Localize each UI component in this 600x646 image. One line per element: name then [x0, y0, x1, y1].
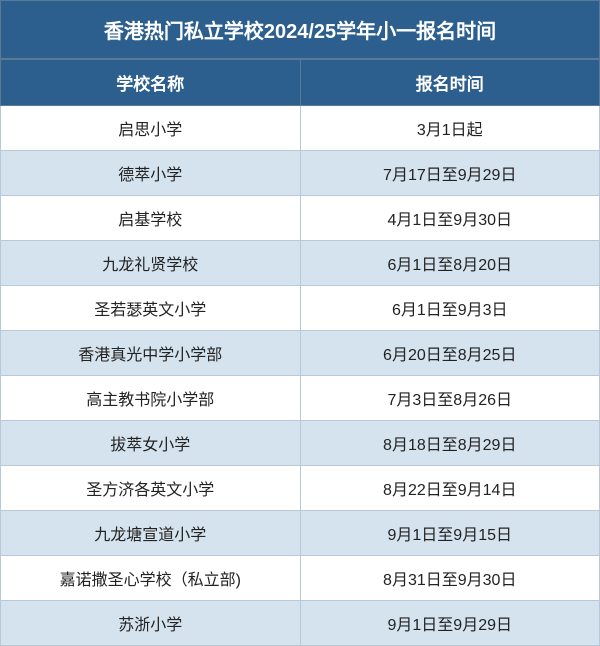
schedule-table: 学校名称 报名时间 启思小学 3月1日起 德萃小学 7月17日至9月29日 启基…	[0, 59, 600, 646]
table-row: 高主教书院小学部 7月3日至8月26日	[1, 376, 600, 421]
cell-school: 嘉诺撒圣心学校（私立部)	[1, 556, 301, 601]
table-row: 圣方济各英文小学 8月22日至9月14日	[1, 466, 600, 511]
cell-time: 4月1日至9月30日	[300, 196, 600, 241]
cell-school: 启思小学	[1, 106, 301, 151]
cell-school: 启基学校	[1, 196, 301, 241]
table-container: 香港热门私立学校2024/25学年小一报名时间 学校名称 报名时间 启思小学 3…	[0, 0, 600, 646]
cell-time: 9月1日至9月15日	[300, 511, 600, 556]
cell-school: 九龙塘宣道小学	[1, 511, 301, 556]
cell-school: 圣若瑟英文小学	[1, 286, 301, 331]
table-row: 启基学校 4月1日至9月30日	[1, 196, 600, 241]
cell-school: 圣方济各英文小学	[1, 466, 301, 511]
cell-school: 苏浙小学	[1, 601, 301, 646]
cell-school: 德萃小学	[1, 151, 301, 196]
cell-time: 8月18日至8月29日	[300, 421, 600, 466]
table-row: 九龙礼贤学校 6月1日至8月20日	[1, 241, 600, 286]
cell-time: 8月22日至9月14日	[300, 466, 600, 511]
cell-time: 8月31日至9月30日	[300, 556, 600, 601]
cell-time: 6月1日至9月3日	[300, 286, 600, 331]
cell-school: 九龙礼贤学校	[1, 241, 301, 286]
cell-school: 高主教书院小学部	[1, 376, 301, 421]
table-row: 九龙塘宣道小学 9月1日至9月15日	[1, 511, 600, 556]
cell-time: 6月1日至8月20日	[300, 241, 600, 286]
header-row: 学校名称 报名时间	[1, 60, 600, 106]
table-row: 香港真光中学小学部 6月20日至8月25日	[1, 331, 600, 376]
col-header-time: 报名时间	[300, 60, 600, 106]
table-title: 香港热门私立学校2024/25学年小一报名时间	[0, 0, 600, 59]
table-row: 苏浙小学 9月1日至9月29日	[1, 601, 600, 646]
cell-time: 7月3日至8月26日	[300, 376, 600, 421]
table-row: 启思小学 3月1日起	[1, 106, 600, 151]
table-body: 启思小学 3月1日起 德萃小学 7月17日至9月29日 启基学校 4月1日至9月…	[1, 106, 600, 646]
cell-time: 9月1日至9月29日	[300, 601, 600, 646]
cell-school: 香港真光中学小学部	[1, 331, 301, 376]
cell-time: 6月20日至8月25日	[300, 331, 600, 376]
table-row: 拔萃女小学 8月18日至8月29日	[1, 421, 600, 466]
cell-time: 3月1日起	[300, 106, 600, 151]
table-row: 圣若瑟英文小学 6月1日至9月3日	[1, 286, 600, 331]
cell-time: 7月17日至9月29日	[300, 151, 600, 196]
col-header-school: 学校名称	[1, 60, 301, 106]
table-header: 学校名称 报名时间	[1, 60, 600, 106]
table-row: 嘉诺撒圣心学校（私立部) 8月31日至9月30日	[1, 556, 600, 601]
table-row: 德萃小学 7月17日至9月29日	[1, 151, 600, 196]
cell-school: 拔萃女小学	[1, 421, 301, 466]
